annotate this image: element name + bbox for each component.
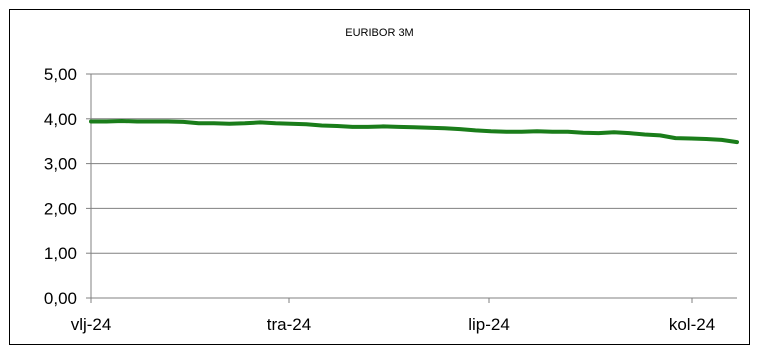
y-tick-label: 2,00 — [44, 199, 77, 218]
data-point — [104, 120, 108, 123]
data-point — [443, 126, 447, 130]
data-point — [197, 121, 201, 125]
y-tick-label: 3,00 — [44, 155, 77, 174]
data-point — [720, 138, 724, 142]
chart-title: EURIBOR 3M — [345, 27, 414, 39]
data-point — [351, 125, 354, 129]
data-point — [151, 120, 154, 123]
data-point — [304, 122, 308, 126]
x-tick-label: tra-24 — [267, 315, 311, 334]
y-tick-label: 4,00 — [44, 110, 77, 129]
data-point — [704, 137, 708, 141]
data-point — [489, 129, 493, 133]
data-point — [504, 130, 508, 134]
y-axis-ticks: 0,00 1,00 2,00 3,00 4,00 5,00 — [44, 65, 91, 308]
data-point — [735, 140, 739, 144]
data-point — [381, 124, 385, 128]
plot-series — [89, 119, 739, 145]
data-point — [258, 120, 262, 124]
x-tick-label: lip-24 — [468, 315, 510, 334]
chart-frame — [9, 9, 750, 345]
data-point — [89, 120, 93, 123]
data-point — [289, 122, 293, 126]
data-point — [643, 133, 647, 136]
data-point — [689, 137, 693, 140]
data-point — [427, 126, 431, 130]
data-point — [612, 130, 616, 134]
y-tick-label: 1,00 — [44, 244, 77, 263]
axes — [90, 74, 737, 299]
data-point — [243, 121, 247, 125]
data-point — [120, 119, 124, 123]
data-point — [581, 131, 585, 135]
gridlines — [91, 73, 737, 254]
data-point — [181, 120, 185, 124]
data-point — [550, 130, 554, 134]
data-point — [658, 133, 662, 137]
data-point — [366, 125, 370, 129]
data-point — [135, 120, 139, 123]
data-point — [397, 125, 401, 129]
data-point — [335, 124, 339, 128]
data-point — [212, 121, 216, 125]
y-tick-label: 0,00 — [44, 289, 77, 308]
data-point — [520, 130, 524, 134]
data-point — [458, 127, 462, 131]
x-tick-label: kol-24 — [669, 315, 715, 334]
data-point — [320, 124, 324, 127]
data-point — [627, 131, 631, 135]
series-line — [89, 119, 739, 145]
data-point — [535, 129, 539, 133]
y-tick-label: 5,00 — [44, 65, 77, 84]
data-point — [412, 125, 416, 129]
data-point — [566, 130, 570, 134]
data-point — [597, 131, 601, 135]
data-point — [227, 122, 231, 126]
data-point — [166, 120, 170, 123]
x-axis-ticks: vlj-24 tra-24 lip-24 kol-24 — [71, 298, 715, 334]
data-point — [274, 121, 278, 125]
data-point — [474, 128, 477, 132]
data-point — [674, 136, 677, 140]
x-tick-label: vlj-24 — [71, 315, 112, 334]
